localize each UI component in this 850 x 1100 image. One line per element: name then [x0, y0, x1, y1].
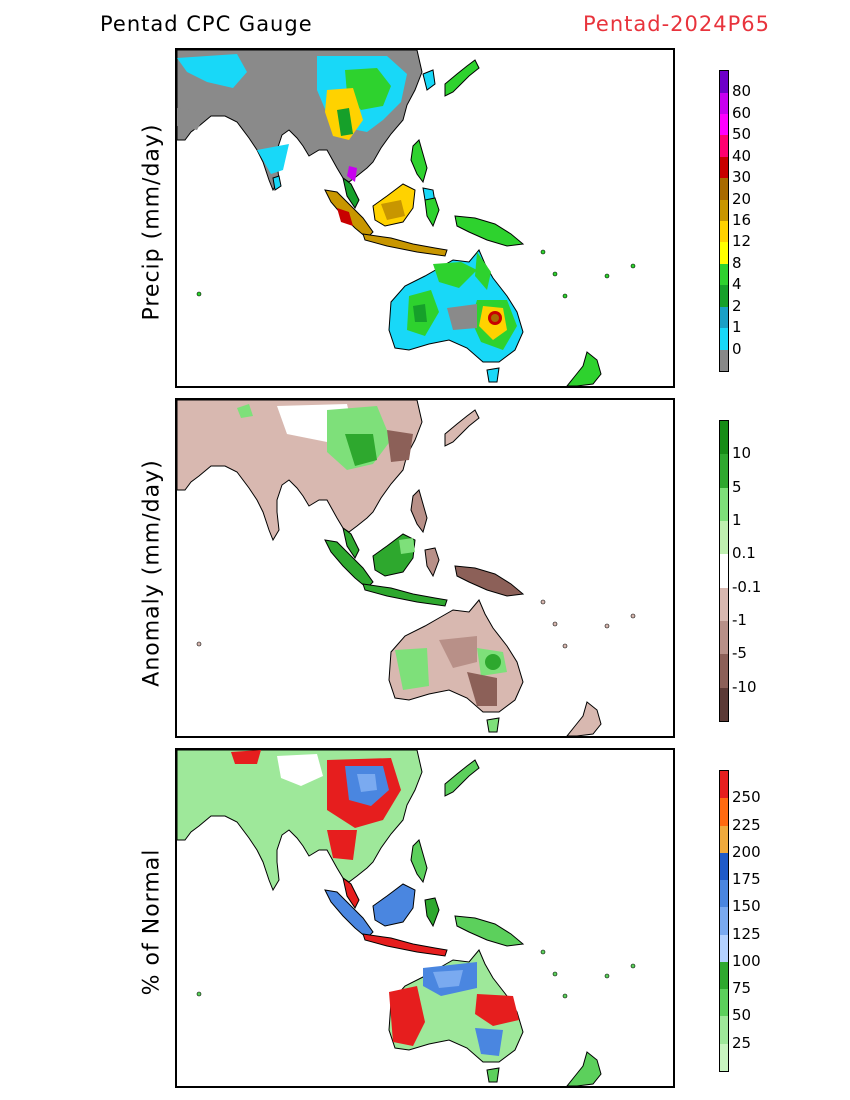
srilanka-land [272, 175, 282, 191]
colorbar-label: 0.1 [732, 544, 756, 563]
colorbar-segment [720, 71, 728, 93]
precip-map [175, 48, 675, 388]
colorbar-segment [720, 880, 728, 908]
colorbar-label: 20 [732, 189, 752, 208]
panel-1-ylabel: Precip (mm/day) [139, 123, 165, 321]
colorbar-label: 50 [732, 125, 752, 144]
colorbar-segment [720, 1043, 728, 1071]
colorbar-segment [720, 621, 728, 655]
colorbar-segment [720, 221, 728, 243]
colorbar-segment [720, 92, 728, 114]
japan-land [444, 59, 480, 97]
colorbar-segment [720, 328, 728, 350]
philippines-land [410, 139, 428, 184]
percent-normal-map [175, 748, 675, 1088]
colorbar-label: 25 [732, 1033, 752, 1052]
colorbar-segment [720, 521, 728, 555]
newguinea-land [454, 215, 525, 247]
anomaly-colorbar [719, 420, 729, 722]
panel-3-ylabel: % of Normal [139, 848, 165, 996]
colorbar-label: 0 [732, 339, 742, 358]
colorbar-segment [720, 687, 728, 721]
colorbar-segment [720, 825, 728, 853]
colorbar-label: 30 [732, 168, 752, 187]
colorbar-segment [720, 135, 728, 157]
colorbar-segment [720, 156, 728, 179]
colorbar-segment [720, 654, 728, 688]
colorbar-label: 100 [732, 951, 761, 970]
percent-normal-colorbar [719, 770, 729, 1072]
colorbar-segment [720, 306, 728, 329]
precip-map-svg [177, 50, 636, 386]
colorbar-label: 1 [732, 318, 742, 337]
colorbar-label: 12 [732, 232, 752, 251]
colorbar-segment [720, 113, 728, 136]
panel-2-ylabel: Anomaly (mm/day) [139, 459, 165, 687]
colorbar-label: 2 [732, 296, 742, 315]
colorbar-label: 8 [732, 253, 742, 272]
colorbar-segment [720, 852, 728, 881]
colorbar-label: 150 [732, 897, 761, 916]
colorbar-label: 80 [732, 82, 752, 101]
java-land [362, 233, 448, 257]
colorbar-segment [720, 263, 728, 286]
colorbar-label: -0.1 [732, 577, 762, 596]
colorbar-segment [720, 934, 728, 962]
colorbar-segment [720, 907, 728, 935]
colorbar-segment [720, 349, 728, 371]
anomaly-map-svg [177, 400, 636, 736]
colorbar-segment [720, 587, 728, 622]
colorbar-segment [720, 199, 728, 222]
colorbar-label: 60 [732, 103, 752, 122]
colorbar-label: 225 [732, 815, 761, 834]
colorbar-segment [720, 178, 728, 200]
colorbar-label: 10 [732, 444, 752, 463]
colorbar-segment [720, 454, 728, 488]
colorbar-segment [720, 487, 728, 522]
colorbar-label: 200 [732, 842, 761, 861]
colorbar-label: -5 [732, 644, 747, 663]
colorbar-label: 5 [732, 477, 742, 496]
colorbar-label: 40 [732, 146, 752, 165]
colorbar-label: 175 [732, 870, 761, 889]
colorbar-label: 1 [732, 511, 742, 529]
percent-normal-map-svg [177, 750, 636, 1086]
colorbar-label: 16 [732, 211, 752, 229]
colorbar-segment [720, 989, 728, 1017]
precip-colorbar [719, 70, 729, 372]
korea-land [422, 69, 436, 91]
colorbar-label: 125 [732, 924, 761, 943]
colorbar-label: 250 [732, 788, 761, 807]
header-title: Pentad CPC Gauge [100, 12, 313, 36]
colorbar-label: 4 [732, 275, 742, 294]
header-period: Pentad-2024P65 [583, 12, 770, 36]
colorbar-segment [720, 961, 728, 990]
colorbar-label: -10 [732, 677, 757, 696]
colorbar-segment [720, 771, 728, 799]
colorbar-segment [720, 554, 728, 588]
colorbar-label: 75 [732, 979, 752, 998]
anomaly-map [175, 398, 675, 738]
colorbar-segment [720, 421, 728, 455]
colorbar-segment [720, 242, 728, 264]
colorbar-segment [720, 1016, 728, 1044]
colorbar-segment [720, 285, 728, 307]
newzealand-land [566, 351, 602, 386]
colorbar-label: -1 [732, 611, 747, 629]
colorbar-segment [720, 798, 728, 826]
colorbar-label: 50 [732, 1006, 752, 1025]
